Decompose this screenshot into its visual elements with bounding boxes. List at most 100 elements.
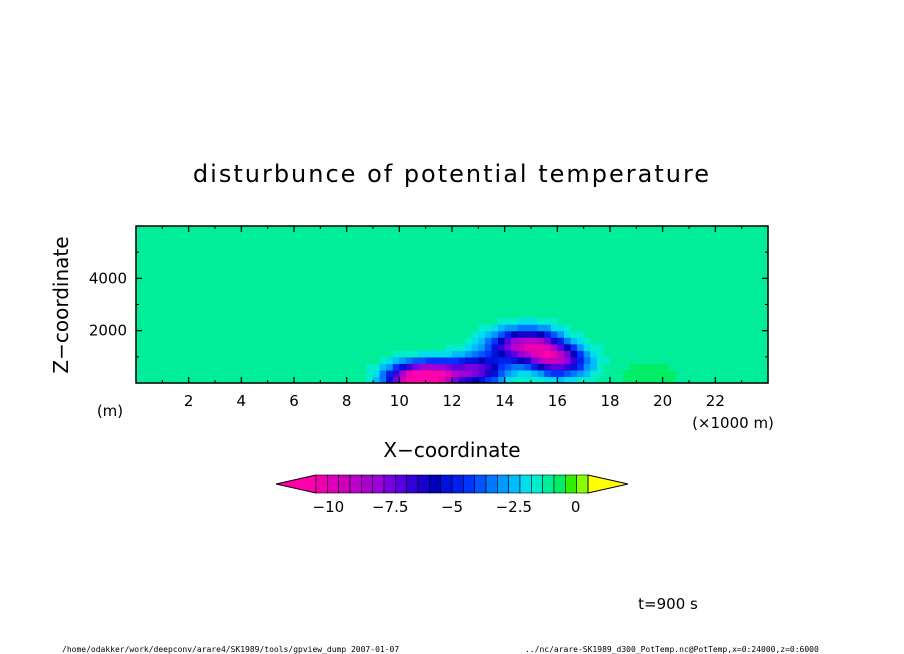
heatmap-cell: [419, 265, 427, 273]
heatmap-cell: [550, 343, 558, 351]
heatmap-cell: [465, 271, 473, 279]
heatmap-cell: [234, 356, 242, 364]
heatmap-cell: [642, 330, 651, 338]
heatmap-cell: [689, 369, 697, 378]
heatmap-cell: [695, 265, 703, 273]
heatmap-cell: [577, 337, 585, 345]
heatmap-cell: [228, 350, 236, 358]
heatmap-cell: [458, 311, 466, 319]
heatmap-cell: [682, 245, 690, 253]
heatmap-cell: [445, 232, 453, 240]
heatmap-cell: [215, 311, 223, 319]
heatmap-cell: [346, 271, 354, 279]
heatmap-cell: [682, 369, 690, 378]
heatmap-cell: [557, 265, 565, 273]
heatmap-cell: [623, 369, 631, 378]
heatmap-cell: [300, 278, 308, 286]
heatmap-cell: [702, 330, 710, 338]
heatmap-cell: [221, 304, 229, 312]
heatmap-cell: [182, 369, 190, 378]
heatmap-cell: [662, 363, 670, 371]
heatmap-cell: [307, 369, 315, 378]
heatmap-cell: [583, 356, 591, 364]
heatmap-cell: [405, 356, 414, 364]
heatmap-cell: [675, 337, 684, 345]
heatmap-cell: [656, 369, 664, 378]
heatmap-cell: [517, 356, 526, 364]
heatmap-cell: [373, 337, 381, 345]
heatmap-cell: [201, 356, 210, 364]
heatmap-cell: [531, 291, 539, 299]
heatmap-cell: [662, 232, 670, 240]
heatmap-cell: [715, 311, 723, 319]
heatmap-cell: [702, 291, 710, 299]
heatmap-cell: [353, 252, 361, 260]
heatmap-cell: [175, 252, 183, 260]
heatmap-cell: [162, 376, 170, 384]
heatmap-cell: [195, 226, 203, 234]
heatmap-cell: [346, 226, 354, 234]
heatmap-cell: [577, 330, 585, 338]
x-tick-label: 2: [184, 392, 194, 410]
heatmap-cell: [432, 265, 440, 273]
heatmap-cell: [340, 363, 348, 371]
heatmap-cell: [708, 297, 716, 306]
heatmap-cell: [392, 271, 400, 279]
heatmap-cell: [445, 356, 453, 364]
heatmap-cell: [656, 324, 664, 332]
heatmap-cell: [669, 311, 677, 319]
heatmap-cell: [610, 226, 618, 234]
heatmap-cell: [280, 232, 289, 240]
heatmap-cell: [438, 317, 447, 325]
heatmap-cell: [610, 258, 618, 266]
heatmap-cell: [596, 258, 605, 266]
heatmap-cell: [544, 311, 552, 319]
heatmap-cell: [649, 369, 657, 378]
heatmap-cell: [267, 376, 275, 384]
heatmap-cell: [399, 311, 407, 319]
heatmap-cell: [649, 337, 657, 345]
heatmap-cell: [636, 226, 644, 234]
heatmap-cell: [577, 350, 585, 358]
heatmap-cell: [715, 317, 723, 325]
heatmap-cell: [280, 324, 289, 332]
heatmap-cell: [616, 239, 624, 247]
heatmap-cell: [438, 265, 447, 273]
heatmap-cell: [215, 337, 223, 345]
heatmap-cell: [741, 278, 749, 286]
heatmap-cell: [280, 297, 289, 306]
heatmap-cell: [287, 343, 295, 351]
heatmap-cell: [662, 291, 670, 299]
heatmap-cell: [721, 343, 730, 351]
colorbar-swatch: [565, 474, 577, 494]
heatmap-cell: [452, 369, 460, 378]
heatmap-cell: [669, 350, 677, 358]
heatmap-cell: [511, 245, 519, 253]
heatmap-cell: [313, 324, 321, 332]
time-annotation: t=900 s: [638, 595, 698, 613]
heatmap-cell: [333, 317, 341, 325]
heatmap-cell: [735, 343, 743, 351]
heatmap-cell: [721, 324, 730, 332]
heatmap-cell: [590, 271, 598, 279]
heatmap-cell: [629, 311, 637, 319]
heatmap-cell: [531, 343, 539, 351]
heatmap-cell: [234, 226, 242, 234]
heatmap-cell: [682, 239, 690, 247]
heatmap-cell: [261, 363, 269, 371]
heatmap-cell: [168, 297, 177, 306]
heatmap-cell: [478, 232, 486, 240]
heatmap-cell: [359, 337, 368, 345]
heatmap-cell: [274, 356, 282, 364]
heatmap-cell: [623, 330, 631, 338]
heatmap-cell: [590, 258, 598, 266]
heatmap-cell: [155, 363, 163, 371]
heatmap-cell: [517, 226, 526, 234]
heatmap-cell: [201, 239, 210, 247]
heatmap-cell: [557, 271, 565, 279]
heatmap-cell: [175, 232, 183, 240]
heatmap-cell: [636, 337, 644, 345]
heatmap-cell: [241, 350, 249, 358]
heatmap-cell: [642, 376, 651, 384]
heatmap-cell: [636, 311, 644, 319]
